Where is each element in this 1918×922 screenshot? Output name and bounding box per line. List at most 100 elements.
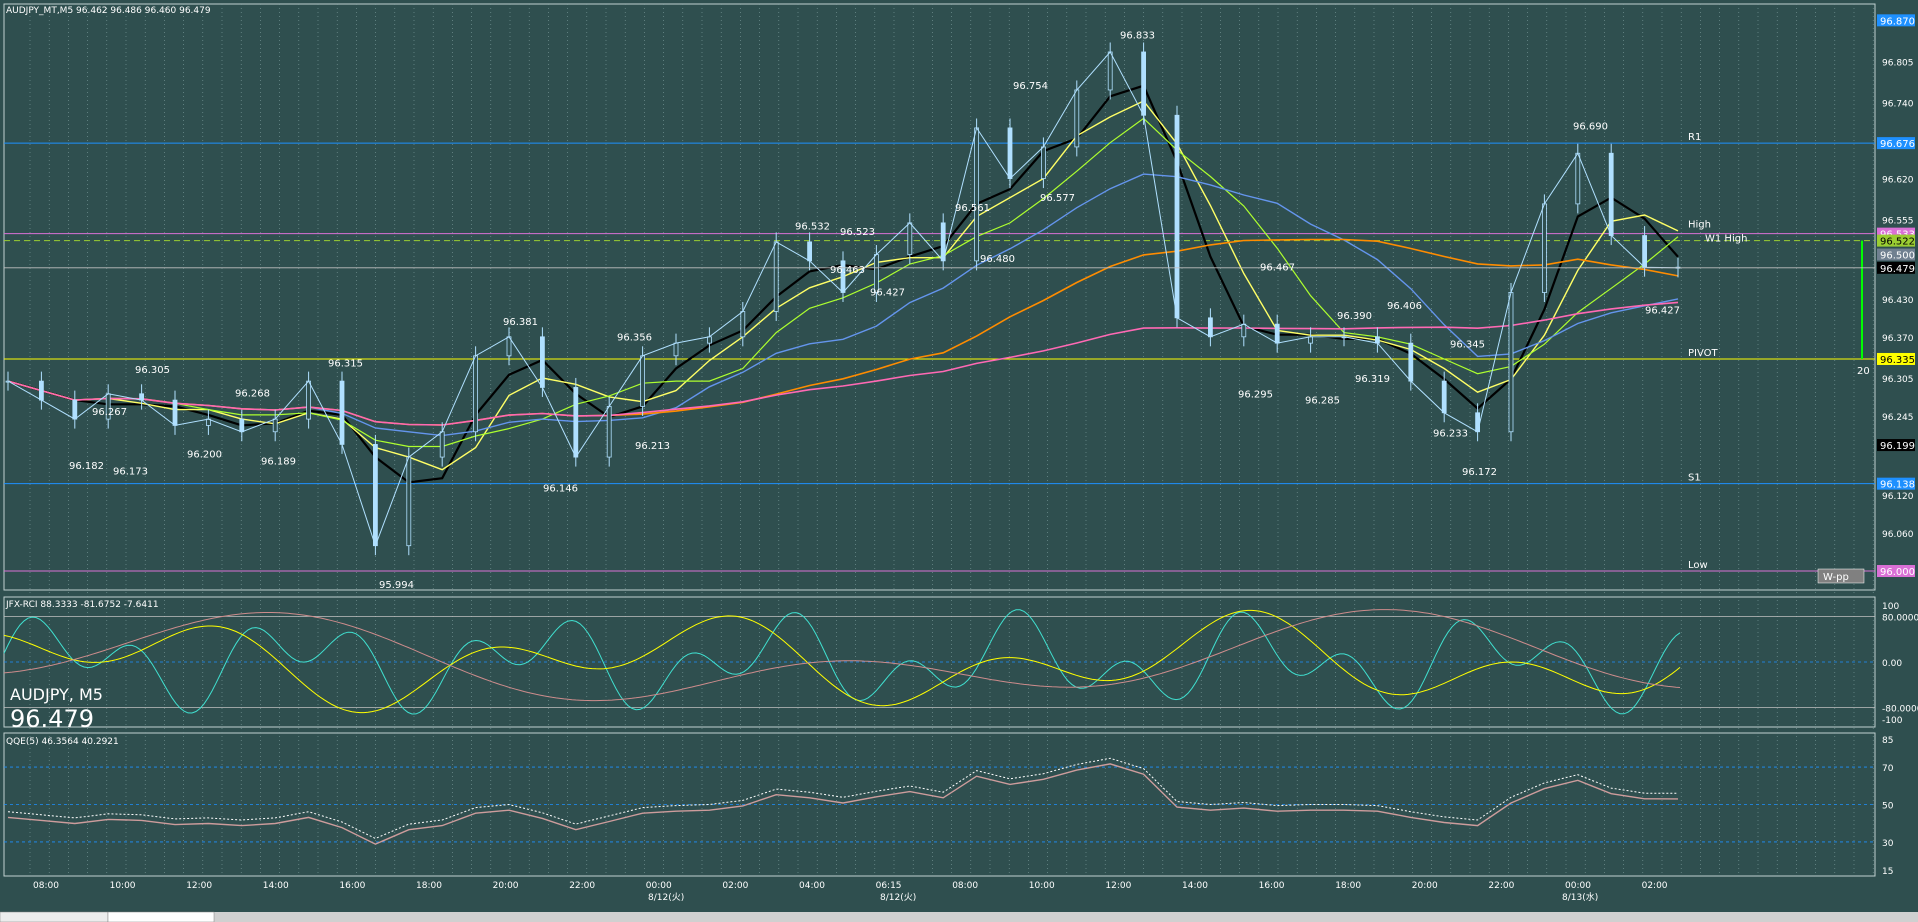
rci-axis-label: 0.00 xyxy=(1882,659,1902,669)
price-tag xyxy=(1877,14,1915,27)
qqe-axis-label: 85 xyxy=(1882,736,1893,746)
price-annotation: 96.561 xyxy=(955,203,990,214)
price-tag-label: 96.500 xyxy=(1880,251,1915,262)
rci-fast xyxy=(3,609,1681,715)
wpp-label: W-pp xyxy=(1823,572,1849,583)
chart-tab[interactable] xyxy=(0,911,109,922)
price-annotation: 96.754 xyxy=(1013,81,1048,92)
candle-body xyxy=(339,380,345,445)
rci-slow xyxy=(3,609,1681,702)
candle-body xyxy=(1475,412,1480,433)
time-label: 14:00 xyxy=(1182,881,1208,891)
candle-body xyxy=(1174,114,1180,319)
level-label-w1-high: W1 High xyxy=(1705,234,1747,245)
time-label: 20:00 xyxy=(493,881,519,891)
candle-body xyxy=(573,387,579,458)
price-tag xyxy=(1877,439,1915,452)
price-annotation: 96.833 xyxy=(1120,31,1155,42)
candle-body xyxy=(1208,317,1213,338)
candle-body xyxy=(1241,323,1247,338)
candle-body xyxy=(673,342,679,357)
price-annotation: 96.480 xyxy=(980,254,1015,265)
candle-body xyxy=(1642,235,1647,268)
price-annotation: 96.189 xyxy=(261,456,296,467)
candle-body xyxy=(1308,336,1313,344)
chart-tab-active[interactable] xyxy=(107,911,215,922)
candle-body xyxy=(1074,89,1080,148)
candle-body xyxy=(1107,51,1113,91)
price-annotation: 96.285 xyxy=(1305,396,1340,407)
price-annotation: 96.268 xyxy=(235,388,270,399)
level-label-r1: R1 xyxy=(1688,132,1701,143)
qqe-axis-label: 70 xyxy=(1882,764,1894,774)
candle-body xyxy=(139,393,145,401)
price-tag-label: 96.479 xyxy=(1880,264,1915,275)
time-label: 06:15 xyxy=(876,881,902,891)
qqe-axis-label: 30 xyxy=(1882,839,1894,849)
price-tag xyxy=(1877,261,1915,274)
price-annotation: 96.182 xyxy=(69,461,104,472)
price-tag xyxy=(1877,234,1915,247)
candle-body xyxy=(807,241,812,262)
price-annotation: 96.267 xyxy=(92,407,127,418)
price-annotation: 96.356 xyxy=(617,333,652,344)
rci-axis-label: -80.0000 xyxy=(1882,705,1918,715)
time-label: 10:00 xyxy=(110,881,136,891)
candle-body xyxy=(1608,152,1614,236)
time-label: 16:00 xyxy=(339,881,365,891)
candle-body xyxy=(1007,127,1013,179)
candle-body xyxy=(974,127,979,262)
candle-body xyxy=(272,418,278,433)
level-label-low: Low xyxy=(1688,560,1708,571)
time-label: 08:00 xyxy=(952,881,978,891)
price-axis-label: 96.305 xyxy=(1882,375,1914,385)
price-annotation: 96.523 xyxy=(840,227,875,238)
time-label: 12:00 xyxy=(186,881,212,891)
price-annotation: 96.146 xyxy=(543,484,578,495)
qqe-axis-label: 50 xyxy=(1882,802,1894,812)
price-annotation: 96.427 xyxy=(870,288,905,299)
qqe-axis-label: 15 xyxy=(1882,867,1893,877)
candle-body xyxy=(439,431,445,458)
time-label: 10:00 xyxy=(1029,881,1055,891)
range-bar-label: 20 xyxy=(1857,366,1870,377)
date-label: 8/12(火) xyxy=(648,892,684,903)
time-label: 04:00 xyxy=(799,881,825,891)
price-tag-label: 96.335 xyxy=(1880,355,1915,366)
date-label: 8/13(水) xyxy=(1562,891,1598,903)
time-label: 02:00 xyxy=(722,881,748,891)
candle-body xyxy=(372,444,378,547)
candle-body xyxy=(39,380,44,401)
candle-body xyxy=(1274,323,1280,344)
price-axis-label: 96.245 xyxy=(1882,413,1914,423)
main-panel-frame xyxy=(3,3,1876,591)
qqe-line xyxy=(7,763,1679,845)
rci-mid xyxy=(3,609,1681,714)
price-axis-label: 96.620 xyxy=(1882,176,1914,186)
price-overlay: 96.479 xyxy=(10,705,94,733)
candle-body xyxy=(640,355,645,407)
time-label: 00:00 xyxy=(646,881,672,891)
price-tag xyxy=(1877,352,1915,365)
price-annotation: 96.319 xyxy=(1355,374,1390,385)
candle-body xyxy=(306,380,312,420)
candle-body xyxy=(72,399,78,420)
candle-body xyxy=(239,418,245,433)
time-label: 22:00 xyxy=(569,881,595,891)
candle-body xyxy=(707,336,712,344)
price-annotation: 96.305 xyxy=(135,365,170,376)
qqe-header: QQE(5) 46.3564 40.2921 xyxy=(6,737,119,747)
wpp-button[interactable] xyxy=(1817,568,1865,584)
candle-body xyxy=(1141,51,1146,116)
candle-body xyxy=(907,222,913,255)
candle-body xyxy=(1041,146,1046,179)
candle-body xyxy=(773,241,779,312)
time-label: 16:00 xyxy=(1259,881,1285,891)
price-tag-label: 96.676 xyxy=(1880,139,1915,150)
qqe-signal xyxy=(7,757,1679,840)
price-tag-label: 96.199 xyxy=(1880,441,1915,452)
time-label: 02:00 xyxy=(1642,881,1668,891)
ma-pink xyxy=(7,301,1679,426)
